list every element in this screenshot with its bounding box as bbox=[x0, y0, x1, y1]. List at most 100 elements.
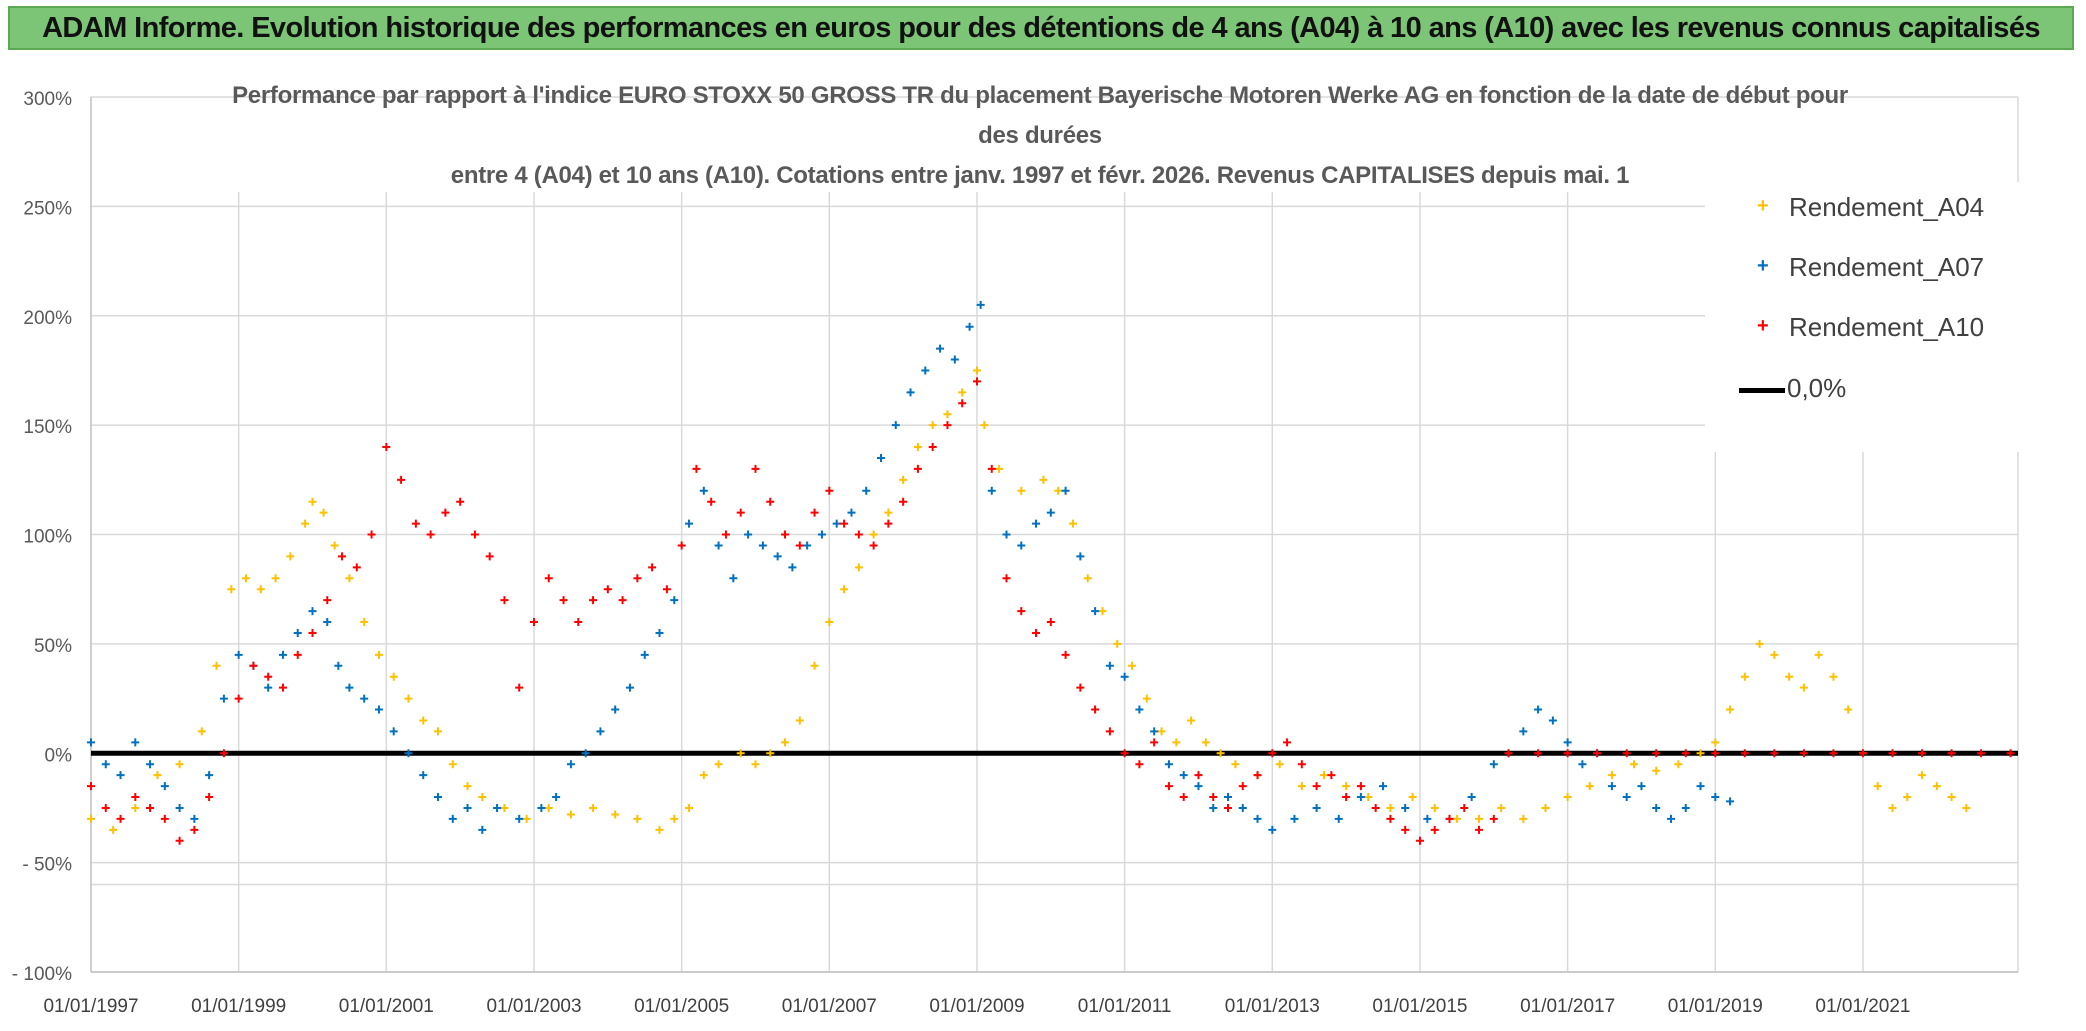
x-tick-label: 01/01/2019 bbox=[1668, 996, 1763, 1017]
data-point bbox=[1578, 760, 1587, 769]
data-point bbox=[1711, 749, 1720, 758]
data-point bbox=[419, 771, 428, 780]
data-point bbox=[1770, 749, 1779, 758]
chart-title-line-1: Performance par rapport à l'indice EURO … bbox=[232, 82, 1848, 109]
data-point bbox=[1039, 475, 1048, 484]
y-tick-label: 150% bbox=[23, 417, 72, 438]
x-tick-label: 01/01/2021 bbox=[1815, 996, 1910, 1017]
data-point bbox=[1046, 618, 1055, 626]
data-point bbox=[1681, 803, 1690, 812]
data-point bbox=[197, 727, 206, 736]
data-point bbox=[1674, 760, 1683, 769]
data-point bbox=[1209, 793, 1218, 801]
data-point bbox=[360, 618, 369, 626]
data-point bbox=[1681, 749, 1690, 758]
data-point bbox=[101, 803, 110, 812]
data-point bbox=[1297, 782, 1306, 791]
data-point bbox=[1268, 749, 1277, 758]
data-point bbox=[1032, 519, 1041, 528]
data-point bbox=[338, 552, 347, 561]
data-point bbox=[1947, 749, 1956, 758]
data-point bbox=[212, 661, 221, 670]
data-point bbox=[781, 530, 790, 539]
data-point bbox=[493, 803, 502, 812]
data-point bbox=[1061, 650, 1070, 659]
data-point bbox=[862, 486, 871, 495]
data-point bbox=[1091, 705, 1100, 714]
data-point bbox=[515, 814, 524, 823]
data-point bbox=[965, 322, 974, 331]
data-point bbox=[552, 793, 561, 801]
data-point bbox=[1194, 782, 1203, 791]
data-point bbox=[101, 760, 110, 769]
data-point bbox=[116, 814, 125, 823]
data-point bbox=[891, 421, 900, 430]
data-point bbox=[301, 519, 310, 528]
data-point bbox=[1726, 705, 1735, 714]
data-point bbox=[832, 519, 841, 528]
data-point bbox=[1201, 738, 1210, 747]
data-point bbox=[766, 497, 775, 506]
data-point bbox=[1962, 803, 1971, 812]
data-point bbox=[1814, 650, 1823, 659]
data-point bbox=[1371, 803, 1380, 812]
data-point bbox=[1253, 814, 1262, 823]
data-point bbox=[736, 508, 745, 517]
data-point bbox=[1534, 705, 1543, 714]
data-point bbox=[529, 618, 538, 626]
data-point bbox=[913, 443, 922, 451]
data-point bbox=[1083, 574, 1092, 583]
x-tick-label: 01/01/2011 bbox=[1078, 996, 1172, 1017]
data-point bbox=[1135, 760, 1144, 769]
data-point bbox=[334, 661, 343, 670]
data-point bbox=[1032, 628, 1041, 637]
data-point bbox=[1150, 738, 1159, 747]
data-point bbox=[1046, 508, 1055, 517]
x-tick-label: 01/01/2003 bbox=[486, 996, 581, 1017]
data-point bbox=[692, 464, 701, 473]
data-point bbox=[278, 683, 287, 692]
data-point bbox=[470, 530, 479, 539]
data-point bbox=[271, 574, 280, 583]
data-point bbox=[921, 366, 930, 375]
data-point bbox=[1423, 814, 1432, 823]
data-point bbox=[854, 563, 863, 572]
data-point bbox=[1504, 749, 1513, 758]
data-point bbox=[1829, 672, 1838, 681]
data-point bbox=[1947, 793, 1956, 801]
data-point bbox=[1017, 541, 1026, 550]
data-point bbox=[714, 760, 723, 769]
data-point bbox=[1740, 749, 1749, 758]
data-point bbox=[1061, 486, 1070, 495]
data-point bbox=[699, 486, 708, 495]
data-point bbox=[1179, 771, 1188, 780]
data-point bbox=[781, 738, 790, 747]
data-point bbox=[1740, 672, 1749, 681]
data-point bbox=[1445, 814, 1454, 823]
data-point bbox=[1312, 803, 1321, 812]
data-point bbox=[382, 443, 391, 451]
data-point bbox=[87, 814, 95, 823]
data-point bbox=[943, 410, 952, 419]
data-point bbox=[633, 574, 642, 583]
data-point bbox=[1105, 727, 1114, 736]
data-point bbox=[175, 803, 184, 812]
data-point bbox=[308, 628, 317, 637]
y-tick-label: 0% bbox=[45, 745, 73, 766]
data-point bbox=[456, 497, 465, 506]
data-point bbox=[1711, 793, 1720, 801]
data-point bbox=[131, 738, 140, 747]
data-point bbox=[589, 596, 598, 605]
series-rendement_a10 bbox=[87, 377, 2015, 845]
data-point bbox=[242, 574, 251, 583]
data-point bbox=[1253, 771, 1262, 780]
data-point bbox=[1231, 760, 1240, 769]
data-point bbox=[1452, 814, 1461, 823]
data-point bbox=[633, 814, 642, 823]
data-point bbox=[803, 541, 812, 550]
data-point bbox=[1430, 825, 1439, 834]
data-point bbox=[662, 585, 671, 594]
chart-plot: 300% 250% 200% 150% 100% 50% 0% - 50% - 100% 01/0… bbox=[12, 89, 2019, 1017]
data-point bbox=[1541, 803, 1550, 812]
data-point bbox=[1098, 607, 1107, 616]
